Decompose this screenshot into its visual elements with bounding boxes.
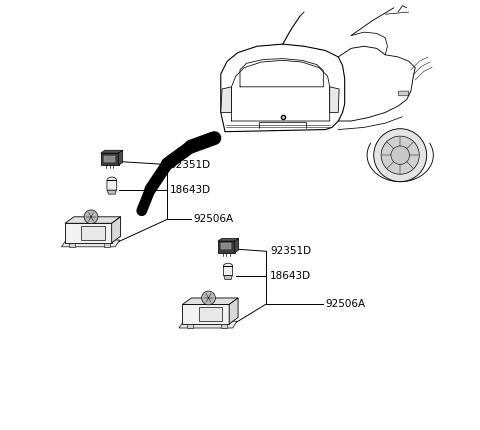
Polygon shape	[235, 238, 239, 253]
Text: 92351D: 92351D	[270, 246, 311, 256]
Polygon shape	[221, 243, 231, 249]
Polygon shape	[187, 324, 192, 328]
Circle shape	[202, 291, 216, 305]
Text: 18643D: 18643D	[270, 270, 311, 281]
Circle shape	[374, 129, 427, 182]
Polygon shape	[218, 241, 235, 253]
Polygon shape	[104, 243, 109, 247]
Polygon shape	[101, 150, 123, 153]
Polygon shape	[101, 153, 119, 165]
Polygon shape	[182, 298, 238, 304]
Polygon shape	[221, 324, 227, 328]
Polygon shape	[223, 263, 233, 276]
Polygon shape	[81, 226, 105, 240]
Circle shape	[84, 210, 98, 224]
Text: 92506A: 92506A	[193, 214, 233, 224]
Text: 92506A: 92506A	[325, 299, 366, 309]
Text: 92351D: 92351D	[169, 160, 211, 169]
Polygon shape	[221, 87, 231, 113]
Polygon shape	[65, 217, 120, 223]
Text: 18643D: 18643D	[169, 185, 211, 195]
Polygon shape	[107, 177, 117, 190]
Polygon shape	[119, 150, 123, 165]
Polygon shape	[182, 304, 229, 324]
Polygon shape	[179, 321, 237, 328]
Polygon shape	[69, 243, 75, 247]
Polygon shape	[65, 223, 112, 243]
Polygon shape	[229, 298, 238, 324]
Polygon shape	[112, 217, 120, 243]
Polygon shape	[199, 307, 222, 321]
Polygon shape	[218, 238, 239, 241]
Polygon shape	[108, 190, 116, 194]
Circle shape	[381, 136, 419, 174]
Circle shape	[391, 146, 409, 164]
Polygon shape	[224, 276, 232, 280]
Polygon shape	[61, 240, 120, 247]
Polygon shape	[104, 156, 115, 162]
Polygon shape	[330, 87, 339, 113]
FancyBboxPatch shape	[398, 91, 409, 96]
